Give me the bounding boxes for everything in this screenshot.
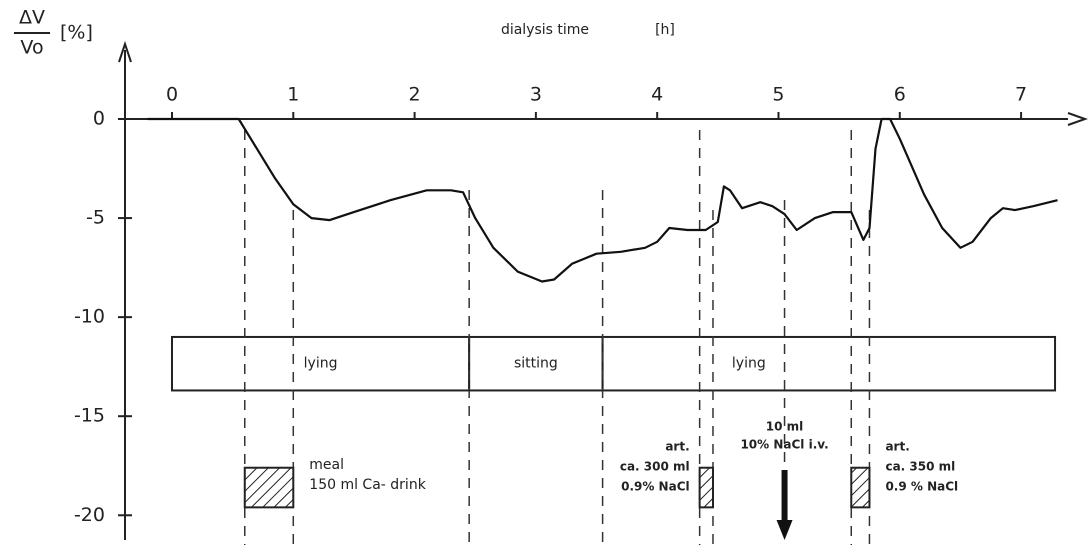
x-tick-label: 2 [409, 84, 421, 106]
data-line [147, 117, 1058, 283]
infusion-label: 0.9 % NaCl [885, 480, 958, 494]
posture-bar [601, 335, 1057, 392]
x-tick-label: 4 [651, 84, 663, 106]
bolus-arrowhead [776, 520, 793, 540]
infusion-label: meal [309, 457, 344, 473]
infusion-label: 150 ml Ca- drink [309, 477, 426, 493]
x-tick-label: 5 [772, 84, 784, 106]
y-tick-label: -10 [74, 306, 105, 328]
x-tick-label: 6 [894, 84, 906, 106]
infusion-label: 0.9% NaCl [621, 480, 690, 494]
y-tick-label: -15 [74, 405, 105, 427]
infusion-label: ca. 350 ml [885, 460, 955, 474]
x-tick-label: 3 [530, 84, 542, 106]
infusion-box [698, 466, 714, 509]
x-unit: [h] [655, 22, 675, 38]
y-tick-label: 0 [93, 108, 105, 130]
posture-label: lying [732, 356, 766, 372]
infusion-label: art. [665, 440, 689, 454]
posture-label: lying [304, 356, 338, 372]
y-label-denominator: Vo [20, 37, 43, 59]
y-tick-label: -20 [74, 504, 105, 526]
y-label-unit: [%] [60, 22, 93, 44]
bolus-label: 10% NaCl i.v. [740, 438, 828, 452]
bolus-label: 10 ml [766, 420, 804, 434]
y-tick-label: -5 [86, 207, 105, 229]
infusion-box [243, 466, 295, 509]
x-tick-label: 0 [166, 84, 178, 106]
posture-bar [170, 335, 471, 392]
infusion-box [850, 466, 871, 509]
x-label: dialysis time [501, 22, 589, 38]
infusion-label: art. [885, 440, 909, 454]
y-axis-arrow [118, 40, 132, 63]
x-tick-label: 1 [287, 84, 299, 106]
y-label-numerator: ΔV [19, 7, 45, 29]
x-axis-arrow [1067, 112, 1089, 126]
posture-label: sitting [514, 356, 558, 372]
x-tick-label: 7 [1015, 84, 1027, 106]
infusion-label: ca. 300 ml [620, 460, 690, 474]
